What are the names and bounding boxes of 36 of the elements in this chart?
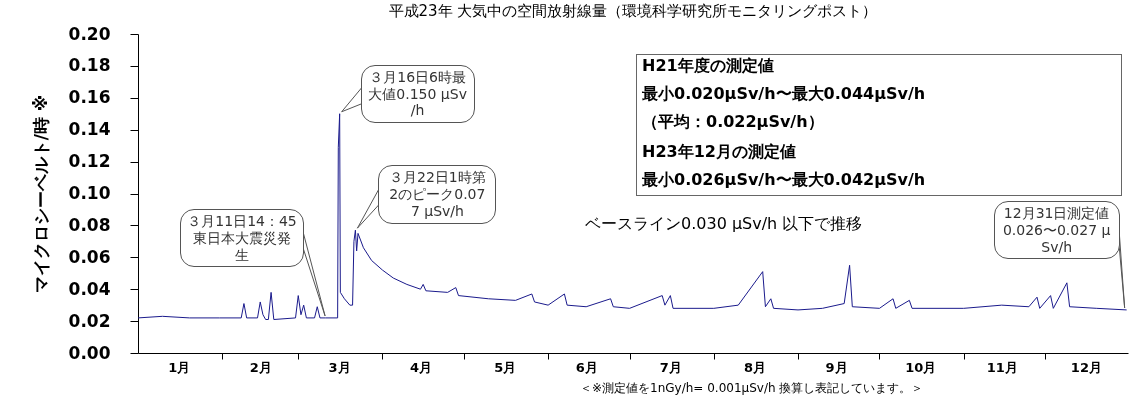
y-tick-label: 0.20 (68, 23, 111, 44)
y-tick-label: 0.04 (68, 278, 111, 299)
y-tick-label: 0.06 (68, 246, 111, 267)
y-tick-label: 0.02 (68, 310, 111, 331)
x-tick-label: 2月 (249, 359, 272, 375)
annotation: ３月16日6時最大値0.150 μSv/h (360, 64, 475, 124)
x-tick-label: 3月 (328, 359, 351, 375)
y-tick-label: 0.18 (68, 55, 111, 76)
annotation: ３月22日1時第2のピーク0.077 μSv/h (378, 165, 497, 224)
chart-title: 平成23年 大気中の空間放射線量（環境科学研究所モニタリングポスト） (388, 2, 878, 20)
x-tick-label: 8月 (744, 359, 767, 375)
y-tick-label: 0.14 (68, 119, 111, 140)
x-tick-label: 7月 (659, 359, 682, 375)
x-tick-label: 5月 (494, 359, 517, 375)
annotation: H21年度の測定値 (642, 56, 774, 76)
y-axis-title: マイクロシーベルト/時 ※ (30, 94, 51, 294)
annotation: （平均：0.022μSv/h） (642, 112, 824, 132)
x-tick-label: 1月 (168, 359, 191, 375)
annotation: H23年12月の測定値 (642, 142, 796, 162)
annotation: 12月31日測定値0.026〜0.027 μSv/h (993, 200, 1120, 260)
x-tick-label: 4月 (409, 359, 432, 375)
y-tick-label: 0.12 (68, 151, 111, 172)
annotation: ３月11日14：45東日本大震災発生 (180, 208, 305, 268)
x-tick-label: 12月 (1070, 359, 1102, 375)
annotation: 最小0.026μSv/h〜最大0.042μSv/h (642, 170, 926, 190)
x-tick-label: 11月 (986, 359, 1018, 375)
annotation: 最小0.020μSv/h〜最大0.044μSv/h (642, 84, 926, 104)
x-tick-label: 6月 (575, 359, 598, 375)
y-tick-label: 0.08 (68, 214, 111, 235)
text: ＜※測定値を1nGy/h= 0.001μSv/h 換算し表記しています。＞ (580, 381, 924, 396)
x-tick-label: 10月 (905, 359, 937, 375)
y-tick-label: 0.16 (68, 87, 111, 108)
annotation: ベースライン0.030 μSv/h 以下で推移 (585, 214, 863, 234)
y-tick-label: 0.00 (68, 342, 111, 363)
x-tick-label: 9月 (825, 359, 848, 375)
y-tick-label: 0.10 (68, 183, 111, 203)
